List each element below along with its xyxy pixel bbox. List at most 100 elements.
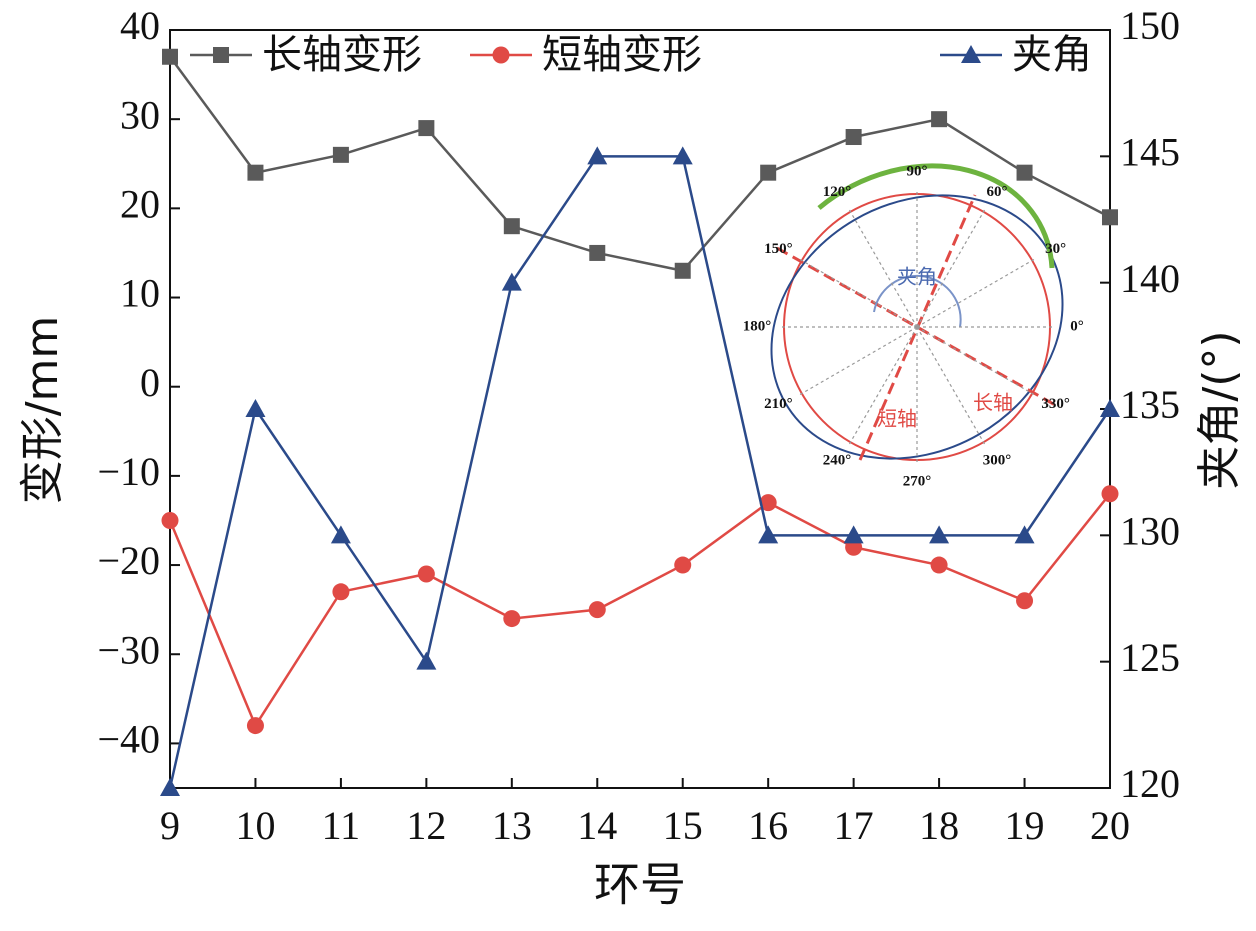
measured-profile xyxy=(817,163,1055,269)
data-point xyxy=(843,525,864,544)
polar-inset: 夹角 短轴 长轴 0°30°60°90°120°150°180°210°240°… xyxy=(743,163,1084,489)
polar-angle-label: 120° xyxy=(823,184,852,200)
data-point xyxy=(213,47,229,63)
legend-label: 长轴变形 xyxy=(262,32,422,78)
polar-spoke xyxy=(916,208,987,328)
data-point xyxy=(929,525,950,544)
data-point xyxy=(674,262,691,279)
polar-angle-label: 150° xyxy=(764,241,793,257)
polar-spoke xyxy=(916,257,1036,328)
angle-arc xyxy=(873,274,962,328)
y2-tick-label: 145 xyxy=(1120,130,1180,175)
polar-spoke xyxy=(798,257,918,328)
y-tick-label: −10 xyxy=(97,449,160,494)
data-point xyxy=(961,45,981,63)
data-point xyxy=(588,601,606,619)
y2-tick-label: 140 xyxy=(1120,256,1180,301)
y-tick-label: −40 xyxy=(97,717,160,762)
data-point xyxy=(503,610,521,628)
data-point xyxy=(931,111,948,128)
data-point xyxy=(246,717,264,735)
data-point xyxy=(160,778,180,796)
data-point xyxy=(503,218,520,235)
x-tick-label: 18 xyxy=(919,803,959,848)
y2-tick-label: 125 xyxy=(1120,635,1180,680)
series-line xyxy=(168,155,1112,789)
data-point xyxy=(162,48,178,65)
x-axis-label: 环号 xyxy=(594,858,686,912)
x-tick-label: 9 xyxy=(160,803,180,848)
y-tick-label: 20 xyxy=(120,182,160,227)
data-point xyxy=(247,164,264,181)
y-tick-label: −30 xyxy=(97,627,160,672)
legend-label: 夹角 xyxy=(1012,32,1092,78)
data-point xyxy=(1014,525,1035,544)
data-point xyxy=(758,525,779,544)
polar-spoke xyxy=(916,326,987,446)
data-point xyxy=(674,556,692,574)
x-tick-label: 16 xyxy=(748,803,788,848)
polar-angle-label: 180° xyxy=(743,318,772,334)
x-tick-label: 13 xyxy=(492,803,532,848)
polar-spoke xyxy=(847,326,918,446)
polar-angle-label: 330° xyxy=(1041,396,1070,412)
data-point xyxy=(760,164,777,181)
x-tick-label: 14 xyxy=(577,803,617,848)
y2-tick-label: 135 xyxy=(1120,382,1180,427)
data-point xyxy=(845,129,862,146)
series-line xyxy=(168,56,1111,273)
data-point xyxy=(161,511,179,529)
data-point xyxy=(501,272,522,291)
x-tick-label: 10 xyxy=(235,803,275,848)
data-point xyxy=(1016,164,1033,181)
data-point xyxy=(672,146,693,165)
data-point xyxy=(332,146,349,163)
y-tick-label: −20 xyxy=(97,538,160,583)
x-tick-label: 17 xyxy=(834,803,874,848)
polar-angle-label: 300° xyxy=(983,453,1012,469)
data-point xyxy=(1101,485,1119,503)
polar-spoke xyxy=(798,326,918,397)
data-point xyxy=(330,525,351,544)
data-point xyxy=(245,399,266,417)
y2-tick-label: 130 xyxy=(1120,509,1180,554)
y2-tick-label: 120 xyxy=(1120,761,1180,806)
y-tick-label: 40 xyxy=(120,3,160,48)
legend-label: 短轴变形 xyxy=(542,32,702,78)
polar-spoke xyxy=(916,326,1036,397)
data-point xyxy=(416,651,437,670)
polar-angle-label: 30° xyxy=(1045,241,1066,257)
data-point xyxy=(1016,592,1034,610)
data-point xyxy=(589,244,606,261)
long-axis-label: 长轴 xyxy=(973,391,1013,415)
series-line xyxy=(168,492,1111,729)
x-tick-label: 11 xyxy=(322,803,361,848)
polar-angle-label: 270° xyxy=(903,473,932,489)
polar-angle-label: 60° xyxy=(987,184,1008,200)
polar-spoke xyxy=(847,208,918,328)
polar-angle-label: 90° xyxy=(907,163,928,179)
polar-angle-label: 210° xyxy=(764,396,793,412)
data-point xyxy=(1102,209,1118,226)
polar-angle-label: 240° xyxy=(823,453,852,469)
data-point xyxy=(332,583,350,601)
polar-angle-label: 0° xyxy=(1070,318,1084,334)
y2-axis-label: 夹角/(°) xyxy=(1194,330,1245,489)
x-tick-label: 12 xyxy=(406,803,446,848)
data-point xyxy=(1100,399,1120,417)
data-point xyxy=(418,120,435,137)
data-point xyxy=(417,565,435,583)
x-tick-label: 15 xyxy=(663,803,703,848)
data-point xyxy=(930,556,948,574)
y-tick-label: 30 xyxy=(120,92,160,137)
data-point xyxy=(759,494,777,512)
y-tick-label: 10 xyxy=(120,271,160,316)
x-tick-label: 20 xyxy=(1090,803,1130,848)
short-axis-label: 短轴 xyxy=(877,407,917,431)
y2-tick-label: 150 xyxy=(1120,3,1180,48)
y-axis-label: 变形/mm xyxy=(17,316,68,505)
data-point xyxy=(492,46,510,64)
data-point xyxy=(587,146,608,165)
x-tick-label: 19 xyxy=(1005,803,1045,848)
